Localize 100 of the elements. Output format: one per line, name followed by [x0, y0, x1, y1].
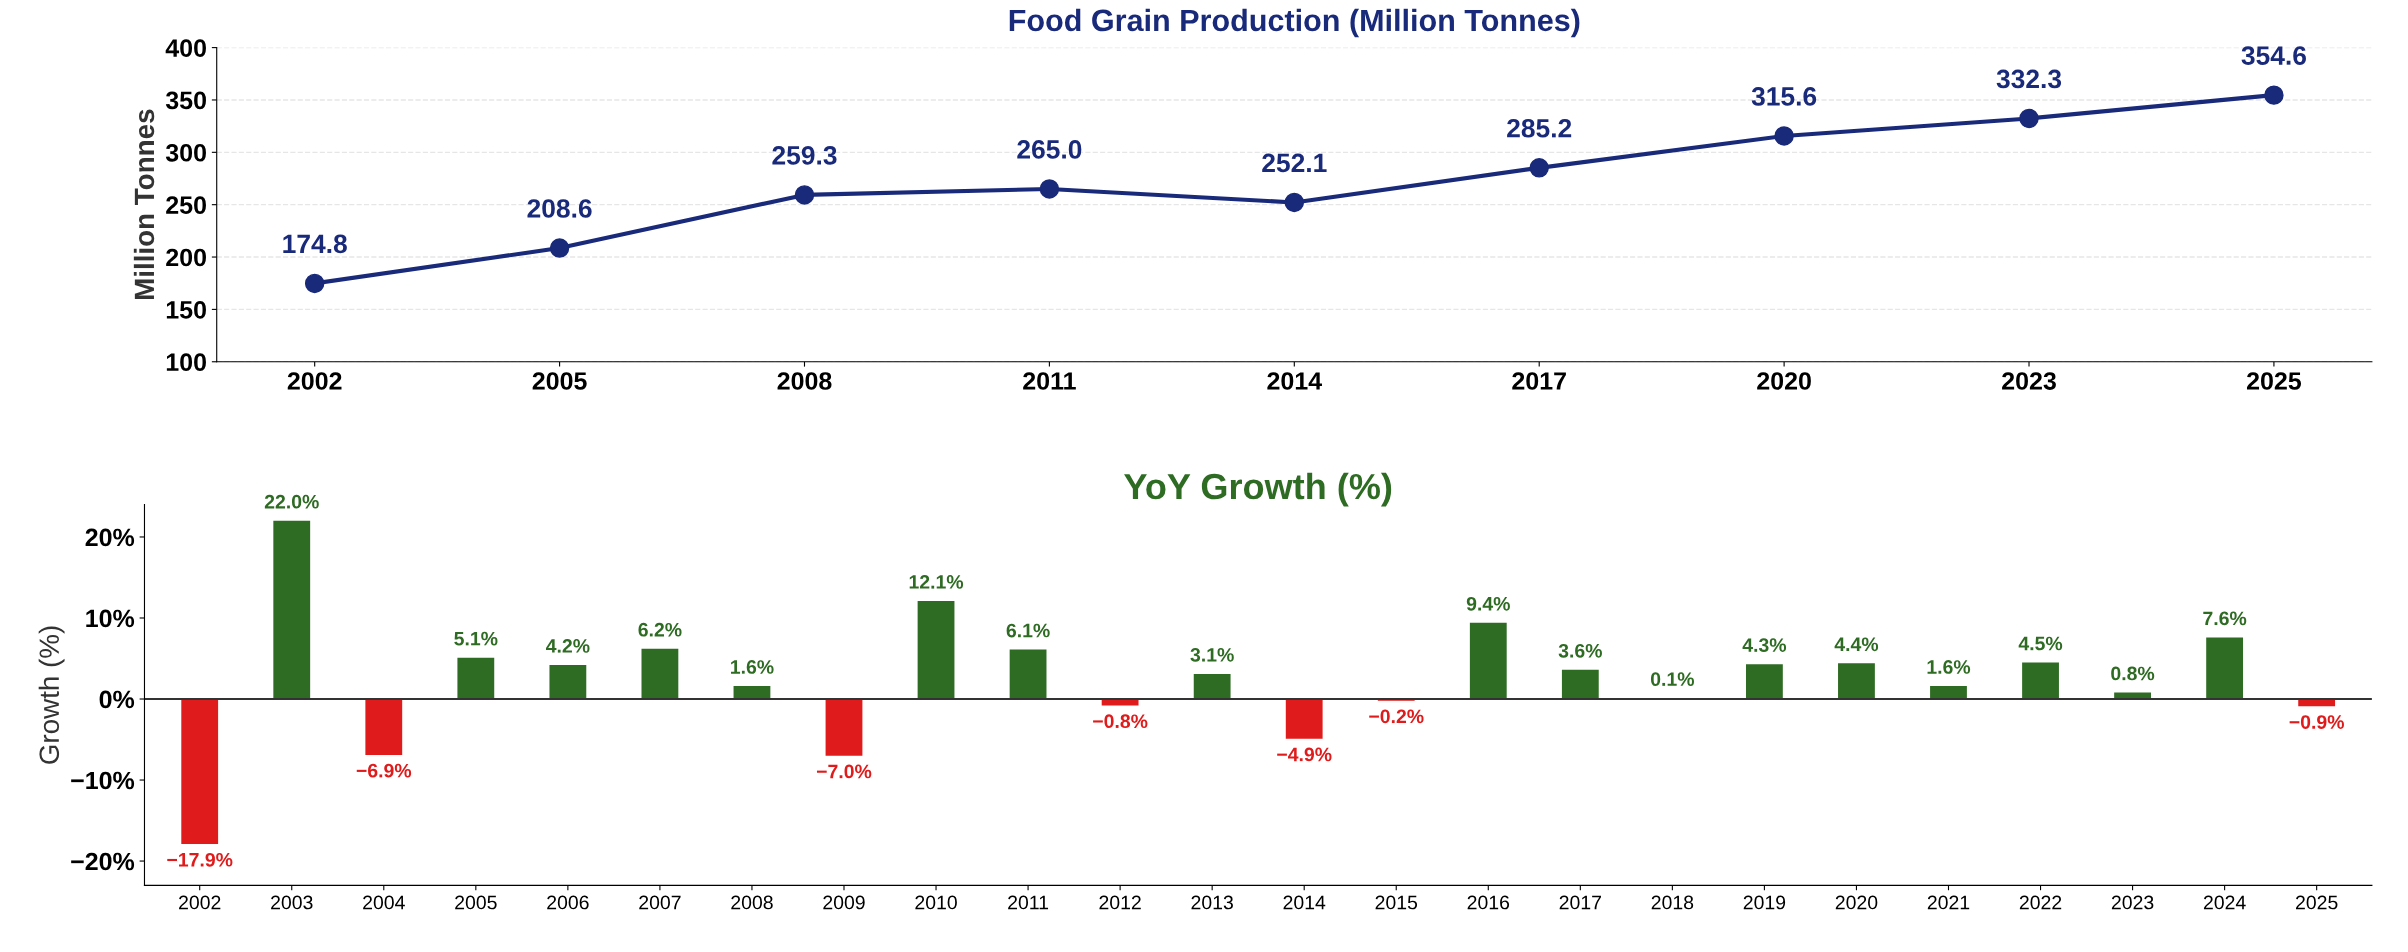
x-tick-label: 2021	[1927, 895, 1970, 910]
point	[2264, 85, 2284, 105]
data-label: 5.1%	[454, 631, 498, 646]
x-tick-label: 2020	[1835, 895, 1878, 910]
x-tick-label: 2024	[2203, 895, 2246, 910]
x-tick-label: 2023	[2002, 372, 2056, 390]
bar	[1469, 622, 1507, 700]
x-tick-label: 2008	[731, 895, 773, 910]
y-tick-label: −10%	[71, 771, 135, 790]
x-tick-label: 2005	[532, 372, 587, 390]
bar	[1009, 649, 1047, 700]
x-tick-label: 2017	[1559, 895, 1601, 910]
data-label: 4.4%	[1834, 637, 1879, 652]
bar	[825, 699, 863, 756]
data-label: 4.2%	[546, 639, 590, 653]
data-label: 4.5%	[2018, 636, 2063, 651]
point	[1529, 158, 1549, 178]
x-tick-label: 2003	[271, 895, 313, 910]
x-tick-label: 2007	[639, 895, 681, 910]
bar	[457, 657, 495, 700]
point	[549, 238, 570, 258]
data-label: 285.2	[1507, 118, 1572, 138]
y-tick-label: 10%	[86, 609, 135, 628]
data-label: 0.8%	[2111, 666, 2155, 681]
x-tick-label: 2004	[363, 895, 405, 910]
data-label: −4.9%	[1277, 747, 1332, 762]
data-label: 6.2%	[638, 622, 682, 637]
point	[2019, 108, 2039, 129]
x-tick-label: 2009	[823, 895, 865, 910]
point	[1039, 179, 1060, 199]
data-label: −6.9%	[356, 763, 412, 778]
data-label: 315.6	[1751, 87, 1817, 106]
chart-title: YoY Growth (%)	[1124, 472, 1392, 507]
x-tick-label: 2016	[1467, 895, 1510, 910]
bar	[1193, 673, 1231, 700]
data-label: 252.1	[1262, 153, 1327, 173]
x-tick-label: 2002	[179, 895, 221, 910]
data-label: 354.6	[2241, 46, 2306, 65]
bar	[181, 699, 219, 845]
y-axis-title: Million Tonnes	[133, 109, 155, 300]
data-label: 265.0	[1017, 140, 1082, 159]
y-axis-title: Growth (%)	[38, 626, 65, 764]
data-label: 7.6%	[2203, 611, 2247, 626]
point	[1774, 126, 1794, 146]
y-tick-label: 20%	[85, 528, 135, 547]
data-label: −0.2%	[1369, 709, 1424, 724]
x-tick-label: 2019	[1743, 895, 1786, 910]
chart-title: Food Grain Production (Million Tonnes)	[1009, 8, 1580, 38]
y-tick-label: 300	[165, 143, 206, 162]
y-tick-label: 200	[166, 248, 206, 267]
data-label: −17.9%	[167, 852, 233, 867]
y-tick-label: 350	[165, 91, 206, 110]
bar	[1746, 664, 1783, 700]
y-tick-label: −20%	[71, 852, 135, 871]
data-label: 6.1%	[1006, 623, 1050, 638]
data-label: 259.3	[772, 146, 837, 165]
y-tick-label: 150	[166, 301, 206, 319]
y-tick-label: 0%	[99, 690, 135, 709]
x-tick-label: 2015	[1375, 895, 1418, 910]
bar	[1285, 699, 1323, 739]
x-tick-label: 2011	[1008, 895, 1049, 910]
bar	[2206, 637, 2244, 700]
data-label: 22.0%	[264, 494, 319, 509]
bar	[1561, 669, 1599, 700]
x-tick-label: 2002	[287, 372, 342, 390]
x-tick-label: 2014	[1283, 895, 1326, 910]
x-tick-label: 2022	[2019, 895, 2062, 910]
data-label: −0.8%	[1093, 714, 1148, 729]
x-tick-label: 2017	[1512, 372, 1566, 390]
bar	[641, 648, 679, 700]
data-label: 9.4%	[1466, 596, 1510, 611]
bar	[1838, 663, 1875, 700]
y-tick-label: 100	[166, 353, 206, 372]
bar	[549, 664, 587, 700]
point	[304, 273, 325, 294]
data-label: 1.6%	[731, 660, 774, 674]
data-label: 1.6%	[1927, 660, 1971, 674]
data-label: 332.3	[1996, 69, 2062, 89]
data-label: 208.6	[527, 199, 592, 218]
y-tick-label: 250	[166, 196, 206, 214]
x-tick-label: 2005	[455, 895, 497, 910]
bar	[733, 686, 771, 700]
data-label: −7.0%	[816, 764, 872, 779]
x-tick-label: 2025	[2246, 372, 2302, 390]
x-tick-label: 2014	[1267, 372, 1322, 390]
y-tick-label: 400	[165, 39, 206, 57]
x-tick-label: 2013	[1191, 895, 1233, 910]
point	[1284, 192, 1305, 213]
data-label: 3.1%	[1190, 647, 1234, 662]
x-tick-label: 2012	[1099, 895, 1141, 910]
data-label: 12.1%	[909, 575, 964, 589]
bar	[273, 520, 311, 700]
data-label: 0.1%	[1650, 672, 1695, 687]
data-label: 3.6%	[1558, 643, 1602, 658]
x-tick-label: 2023	[2111, 895, 2154, 910]
x-tick-label: 2011	[1023, 372, 1076, 390]
x-tick-label: 2018	[1651, 895, 1694, 910]
point	[794, 185, 815, 205]
x-tick-label: 2020	[1757, 372, 1811, 390]
x-tick-label: 2008	[777, 372, 832, 390]
